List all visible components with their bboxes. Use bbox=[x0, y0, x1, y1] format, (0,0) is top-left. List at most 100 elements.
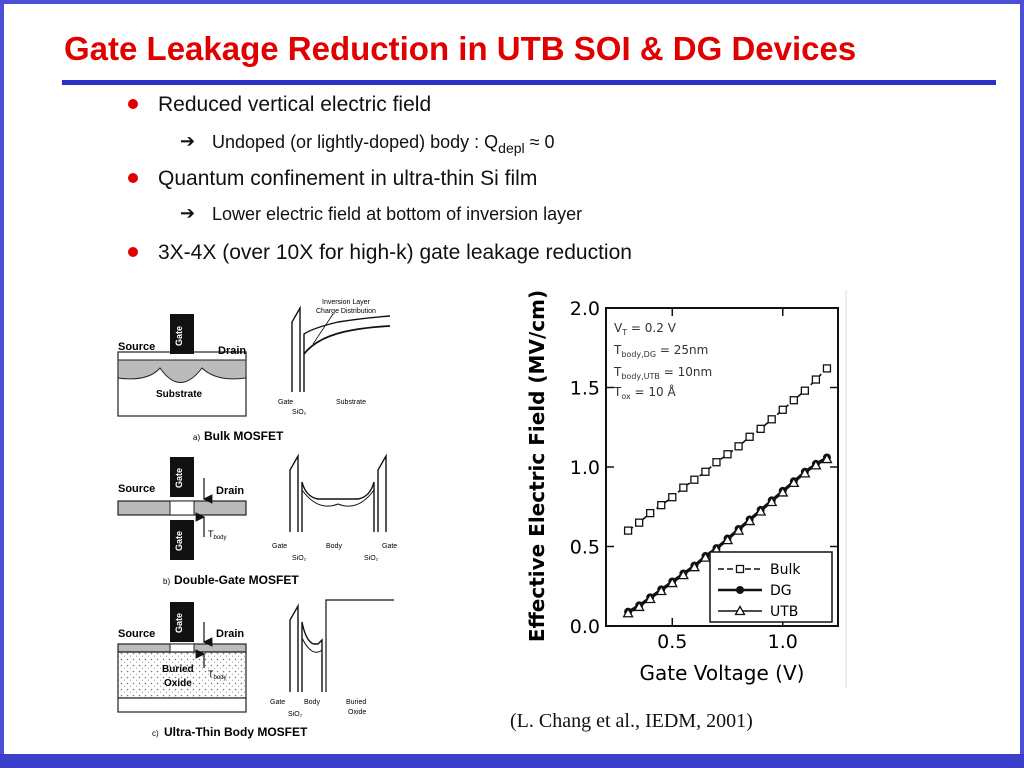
bulk-band-edge bbox=[303, 315, 391, 392]
citation: (L. Chang et al., IEDM, 2001) bbox=[510, 710, 753, 732]
data-point-utb bbox=[732, 524, 745, 535]
legend-label-dg: DG bbox=[770, 583, 792, 599]
sub-bullet-1-subscript: depl bbox=[498, 140, 525, 156]
utb-band-label-buried: Buried bbox=[346, 699, 366, 706]
dg-band-label-sio2-right: SiO₂ bbox=[364, 555, 379, 562]
data-point-utb bbox=[699, 551, 712, 562]
series-utb bbox=[622, 453, 833, 618]
chart-ylabel: Effective Electric Field (MV/cm) bbox=[525, 290, 549, 642]
data-point-bulk bbox=[668, 493, 677, 502]
arrow-right-icon: ➔ bbox=[180, 131, 196, 151]
data-point-bulk bbox=[646, 508, 655, 518]
utb-caption-prefix: c) bbox=[152, 729, 159, 738]
dg-tbody-label: Tbody bbox=[208, 529, 227, 541]
data-point-utb bbox=[633, 601, 645, 612]
bulk-caption: Bulk MOSFET bbox=[204, 429, 284, 443]
dg-charge-distribution bbox=[301, 489, 375, 507]
bulk-band-title-2: Charge Distribution bbox=[316, 308, 376, 315]
y-tick-label: 1.0 bbox=[570, 457, 600, 479]
data-point-bulk bbox=[789, 396, 798, 405]
data-point-bulk bbox=[634, 518, 644, 527]
data-point-bulk bbox=[811, 375, 821, 384]
utb-buried-oxide bbox=[117, 651, 247, 699]
data-point-utb bbox=[644, 593, 656, 604]
data-point-utb bbox=[622, 607, 634, 618]
utb-drain-label: Drain bbox=[216, 628, 244, 640]
data-point-utb bbox=[688, 561, 700, 572]
bulk-callout-line bbox=[312, 313, 334, 345]
legend-marker-bulk bbox=[735, 564, 745, 574]
utb-channel bbox=[169, 643, 195, 653]
bullet-dot-icon bbox=[128, 99, 138, 109]
dg-band-gate-left bbox=[289, 453, 299, 532]
bullet-dot-icon bbox=[128, 247, 138, 257]
slide-frame-bottom bbox=[0, 754, 1024, 768]
dg-source-label: Source bbox=[118, 483, 155, 495]
data-point-utb bbox=[821, 453, 833, 464]
utb-band-buried-oxide bbox=[325, 599, 394, 692]
slide-title: Gate Leakage Reduction in UTB SOI & DG D… bbox=[64, 30, 857, 67]
utb-oxide-label-1: Buried bbox=[162, 664, 194, 675]
data-point-bulk bbox=[657, 501, 666, 510]
bulk-band-label-gate: Gate bbox=[278, 399, 293, 406]
dg-band-label-gate-right: Gate bbox=[382, 543, 397, 550]
data-point-bulk bbox=[734, 442, 743, 451]
dg-band-label-body: Body bbox=[326, 543, 342, 550]
bulk-wells bbox=[117, 359, 247, 383]
utb-band-label-sio2: SiO₂ bbox=[288, 711, 303, 718]
utb-caption: Ultra-Thin Body MOSFET bbox=[164, 725, 308, 739]
data-point-bulk bbox=[723, 450, 732, 459]
utb-tbody-label: Tbody bbox=[208, 669, 227, 681]
utb-charge-distribution bbox=[301, 637, 323, 653]
data-point-bulk bbox=[800, 386, 810, 395]
bullet-1-text: Reduced vertical electric field bbox=[158, 93, 432, 116]
chart-xlabel: Gate Voltage (V) bbox=[640, 661, 805, 685]
utb-band-body bbox=[301, 621, 323, 692]
bulk-substrate-label: Substrate bbox=[156, 389, 203, 400]
annotation-line-2: Tbody,DG = 25nm bbox=[613, 343, 708, 359]
data-point-utb bbox=[677, 569, 689, 580]
data-point-utb bbox=[777, 486, 789, 497]
bullet-dot-icon bbox=[128, 173, 138, 183]
y-tick-label: 0.0 bbox=[570, 616, 600, 638]
utb-gate-label: Gate bbox=[174, 613, 184, 633]
utb-source-label: Source bbox=[118, 628, 155, 640]
chart-yticks: 0.0 0.5 1.0 1.5 2.0 bbox=[570, 298, 838, 638]
data-point-utb bbox=[766, 496, 778, 507]
data-point-utb bbox=[810, 459, 822, 470]
utb-oxide-label-2: Oxide bbox=[164, 678, 192, 689]
dg-band-gate-right bbox=[377, 453, 387, 532]
dg-gate-top bbox=[170, 457, 194, 497]
data-point-utb bbox=[755, 505, 767, 516]
chart-legend: Bulk DG UTB bbox=[709, 551, 833, 623]
sub-bullet-1-text: Undoped (or lightly-doped) body : Qdepl … bbox=[212, 132, 555, 156]
bulk-caption-prefix: a) bbox=[193, 433, 200, 442]
dg-band-body bbox=[301, 481, 375, 532]
data-point-utb bbox=[666, 577, 678, 588]
bullet-2-text: Quantum confinement in ultra-thin Si fil… bbox=[158, 167, 538, 190]
dg-gate-top-label: Gate bbox=[174, 468, 184, 488]
bulk-band-title-1: Inversion Layer bbox=[322, 299, 371, 306]
slide-frame-left bbox=[0, 0, 4, 768]
dg-caption-prefix: b) bbox=[163, 577, 170, 586]
chart-series bbox=[622, 364, 833, 618]
dg-gate-bottom bbox=[170, 520, 194, 560]
data-point-bulk bbox=[679, 483, 688, 492]
sub-bullet-1-suffix: ≈ 0 bbox=[524, 132, 555, 152]
chart-annotation: VT = 0.2 V Tbody,DG = 25nm Tbody,UTB = 1… bbox=[613, 321, 712, 401]
dg-gate-bottom-label: Gate bbox=[174, 531, 184, 551]
data-point-bulk bbox=[756, 424, 765, 433]
title-underline bbox=[62, 80, 996, 85]
bulk-band-gate bbox=[291, 305, 301, 392]
dg-band-label-sio2-left: SiO₂ bbox=[292, 555, 307, 562]
bulk-charge-distribution bbox=[303, 325, 391, 355]
data-point-utb bbox=[655, 585, 667, 596]
sub-bullet-1-prefix: Undoped (or lightly-doped) body : Q bbox=[212, 132, 499, 152]
slide-frame-right bbox=[1020, 0, 1024, 768]
data-point-bulk bbox=[690, 475, 699, 484]
device-structures-figure: Gate Source Drain Substrate a) Bulk MOSF… bbox=[117, 299, 397, 739]
annotation-line-3: Tbody,UTB = 10nm bbox=[613, 365, 712, 381]
data-point-utb bbox=[744, 515, 756, 526]
data-point-bulk bbox=[745, 432, 754, 441]
utb-substrate bbox=[117, 697, 247, 713]
